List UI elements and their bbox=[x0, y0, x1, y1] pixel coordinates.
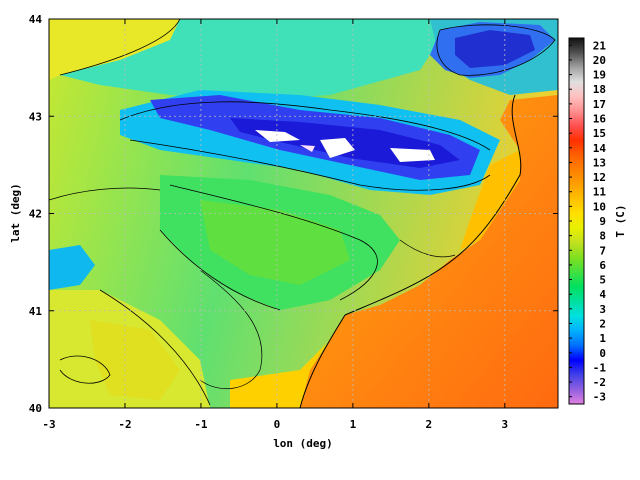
map-field bbox=[49, 19, 558, 408]
colorbar-tick-label: 20 bbox=[593, 54, 606, 67]
y-tick-label: 44 bbox=[29, 13, 43, 26]
colorbar-tick-label: 18 bbox=[593, 83, 606, 96]
colorbar-tick-label: 12 bbox=[593, 171, 606, 184]
colorbar-tick-label: 1 bbox=[599, 332, 606, 345]
colorbar-tick-label: -3 bbox=[593, 391, 606, 404]
colorbar-tick-label: 6 bbox=[599, 259, 606, 272]
colorbar-tick-label: 9 bbox=[599, 215, 606, 228]
y-axis: 40 41 42 43 44 bbox=[29, 13, 558, 415]
colorbar-tick-label: 2 bbox=[599, 317, 606, 330]
colorbar-tick-label: 17 bbox=[593, 98, 606, 111]
colorbar-tick-label: 7 bbox=[599, 244, 606, 257]
colorbar-tick-label: -2 bbox=[593, 376, 606, 389]
colorbar-tick-label: 14 bbox=[593, 142, 607, 155]
x-axis: -3 -2 -1 0 1 2 3 bbox=[42, 19, 508, 431]
colorbar: -3-2-10123456789101112131415161718192021… bbox=[568, 37, 627, 405]
colorbar-tick-label: 11 bbox=[593, 186, 607, 199]
colorbar-tick-label: 19 bbox=[593, 69, 606, 82]
colorbar-tick-label: 5 bbox=[599, 274, 606, 287]
colorbar-tick-label: 10 bbox=[593, 200, 606, 213]
x-tick-label: -1 bbox=[194, 418, 208, 431]
x-tick-label: 0 bbox=[274, 418, 281, 431]
colorbar-label: T (C) bbox=[614, 204, 627, 237]
x-tick-label: -3 bbox=[42, 418, 55, 431]
colorbar-tick-label: 3 bbox=[599, 303, 606, 316]
x-axis-label: lon (deg) bbox=[273, 437, 333, 450]
colorbar-tick-label: -1 bbox=[593, 361, 607, 374]
y-tick-label: 42 bbox=[29, 208, 42, 221]
colorbar-tick-label: 21 bbox=[593, 39, 607, 52]
x-tick-label: -2 bbox=[118, 418, 131, 431]
x-tick-label: 1 bbox=[350, 418, 357, 431]
colorbar-tick-label: 16 bbox=[593, 113, 607, 126]
y-tick-label: 40 bbox=[29, 402, 42, 415]
colorbar-tick-label: 0 bbox=[599, 347, 606, 360]
x-tick-label: 2 bbox=[426, 418, 433, 431]
y-axis-label: lat (deg) bbox=[9, 183, 22, 243]
colorbar-tick-label: 13 bbox=[593, 156, 606, 169]
colorbar-tick-label: 8 bbox=[599, 230, 606, 243]
y-tick-label: 41 bbox=[29, 305, 43, 318]
x-tick-label: 3 bbox=[502, 418, 509, 431]
colorbar-tick-label: 4 bbox=[599, 288, 606, 301]
colorbar-tick-label: 15 bbox=[593, 127, 606, 140]
y-tick-label: 43 bbox=[29, 110, 42, 123]
